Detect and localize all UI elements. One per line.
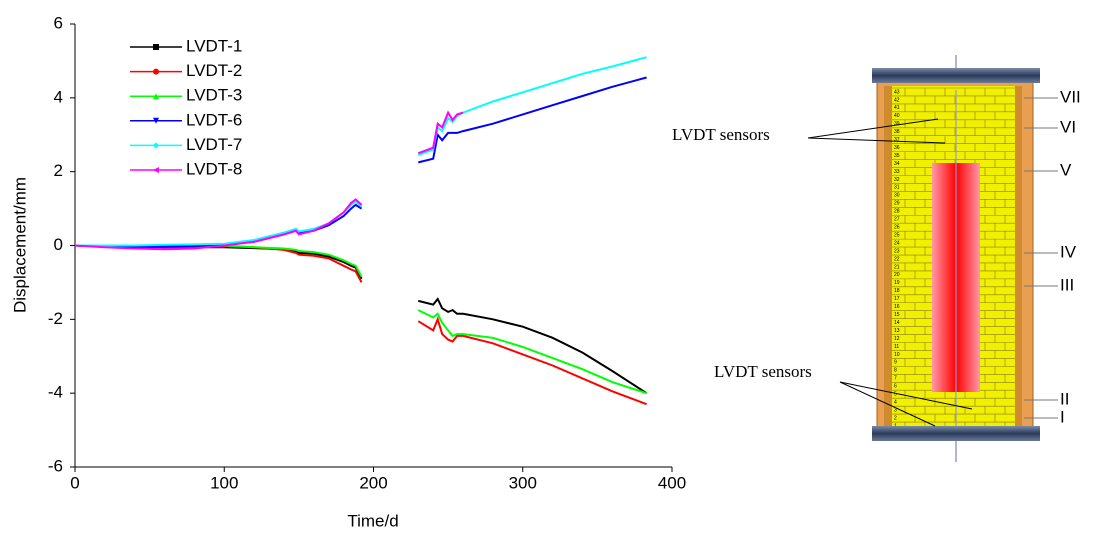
y-tick-label: 4 [54, 87, 63, 106]
layer-number: 4 [894, 399, 897, 405]
sensor-label: LVDT sensors [672, 125, 770, 144]
layer-number: 6 [894, 384, 897, 390]
legend-marker [153, 93, 159, 100]
series-line [74, 244, 648, 395]
legend-label: LVDT-1 [186, 36, 242, 55]
leader-lines [807, 118, 973, 427]
x-tick-label: 100 [210, 473, 238, 492]
series-line [74, 76, 647, 248]
series-line [74, 244, 647, 395]
section-label: IV [1060, 242, 1077, 261]
layer-number: 21 [894, 264, 900, 270]
bricks: 1234567891011121314151617181920212223242… [892, 87, 1015, 431]
legend-label: LVDT-3 [186, 86, 242, 105]
y-tick-label: 0 [54, 235, 63, 254]
series-line [75, 56, 647, 247]
bottom-plate [872, 426, 1040, 441]
top-plate [872, 68, 1040, 83]
legend-marker [153, 68, 159, 75]
layer-number: 3 [894, 407, 897, 413]
y-tick-label: -4 [48, 383, 63, 402]
section-label: VI [1060, 117, 1076, 136]
layer-number: 19 [894, 280, 900, 286]
section-label: V [1060, 160, 1072, 179]
section-label: II [1060, 389, 1069, 408]
x-tick-label: 300 [509, 473, 537, 492]
section-label: I [1060, 407, 1065, 426]
y-tick-label: 6 [54, 13, 63, 32]
series-line [74, 244, 647, 406]
legend-marker [153, 44, 159, 50]
layer-number: 26 [894, 225, 900, 231]
specimen-diagram: 1234567891011121314151617181920212223242… [672, 55, 1081, 462]
layer-number: 10 [894, 352, 900, 358]
layer-number: 28 [894, 209, 900, 215]
x-axis-label: Time/d [347, 511, 398, 530]
y-tick-label: -2 [48, 309, 63, 328]
legend-marker [153, 117, 159, 124]
layer-number: 41 [894, 105, 900, 111]
legend-marker [153, 142, 159, 149]
layer-number: 36 [894, 145, 900, 151]
legend-label: LVDT-2 [186, 61, 242, 80]
chart: Time/d Displacement/mm -6 -4 -2 0 2 4 6 0 100 200… [10, 13, 686, 530]
layer-number: 38 [894, 129, 900, 135]
layer-number: 29 [894, 201, 900, 207]
layer-number: 11 [894, 344, 899, 350]
layer-number: 9 [894, 360, 897, 366]
layer-number: 33 [894, 169, 900, 175]
layer-number: 16 [894, 304, 900, 310]
layer-number: 14 [894, 320, 900, 326]
y-tick-label: 2 [54, 161, 63, 180]
layer-number: 24 [894, 240, 900, 246]
legend-label: LVDT-8 [186, 159, 242, 178]
layer-number: 27 [894, 217, 900, 223]
layer-number: 25 [894, 232, 900, 238]
x-tick-label: 200 [359, 473, 387, 492]
legend-label: LVDT-7 [186, 135, 242, 154]
x-tick-label: 0 [70, 473, 79, 492]
x-tick-label: 400 [658, 473, 686, 492]
layer-number: 34 [894, 161, 900, 167]
legend-label: LVDT-6 [186, 110, 242, 129]
y-tick-label: -6 [48, 456, 63, 475]
layer-number: 22 [894, 256, 900, 262]
layer-number: 23 [894, 248, 900, 254]
layer-number: 35 [894, 153, 900, 159]
layer-number: 8 [894, 368, 897, 374]
layer-number: 30 [894, 193, 900, 199]
layer-number: 2 [894, 415, 897, 421]
layer-number: 39 [894, 121, 900, 127]
series-line [74, 110, 464, 251]
layer-number: 18 [894, 288, 900, 294]
section-label: III [1060, 275, 1074, 294]
layer-number: 31 [894, 185, 900, 191]
layer-number: 15 [894, 312, 900, 318]
sensor-label: LVDT sensors [714, 362, 812, 381]
layer-number: 32 [894, 177, 900, 183]
section-label: VII [1060, 87, 1081, 106]
layer-number: 7 [894, 376, 897, 382]
layer-number: 13 [894, 328, 900, 334]
layer-number: 43 [894, 89, 900, 95]
layer-number: 17 [894, 296, 900, 302]
layer-number: 40 [894, 113, 900, 119]
layer-number: 42 [894, 97, 900, 103]
layer-number: 20 [894, 272, 900, 278]
y-axis-label: Displacement/mm [10, 177, 29, 313]
layer-number: 37 [894, 137, 900, 143]
legend-marker [153, 167, 159, 173]
layer-number: 12 [894, 336, 900, 342]
layer-number: 5 [894, 392, 897, 398]
